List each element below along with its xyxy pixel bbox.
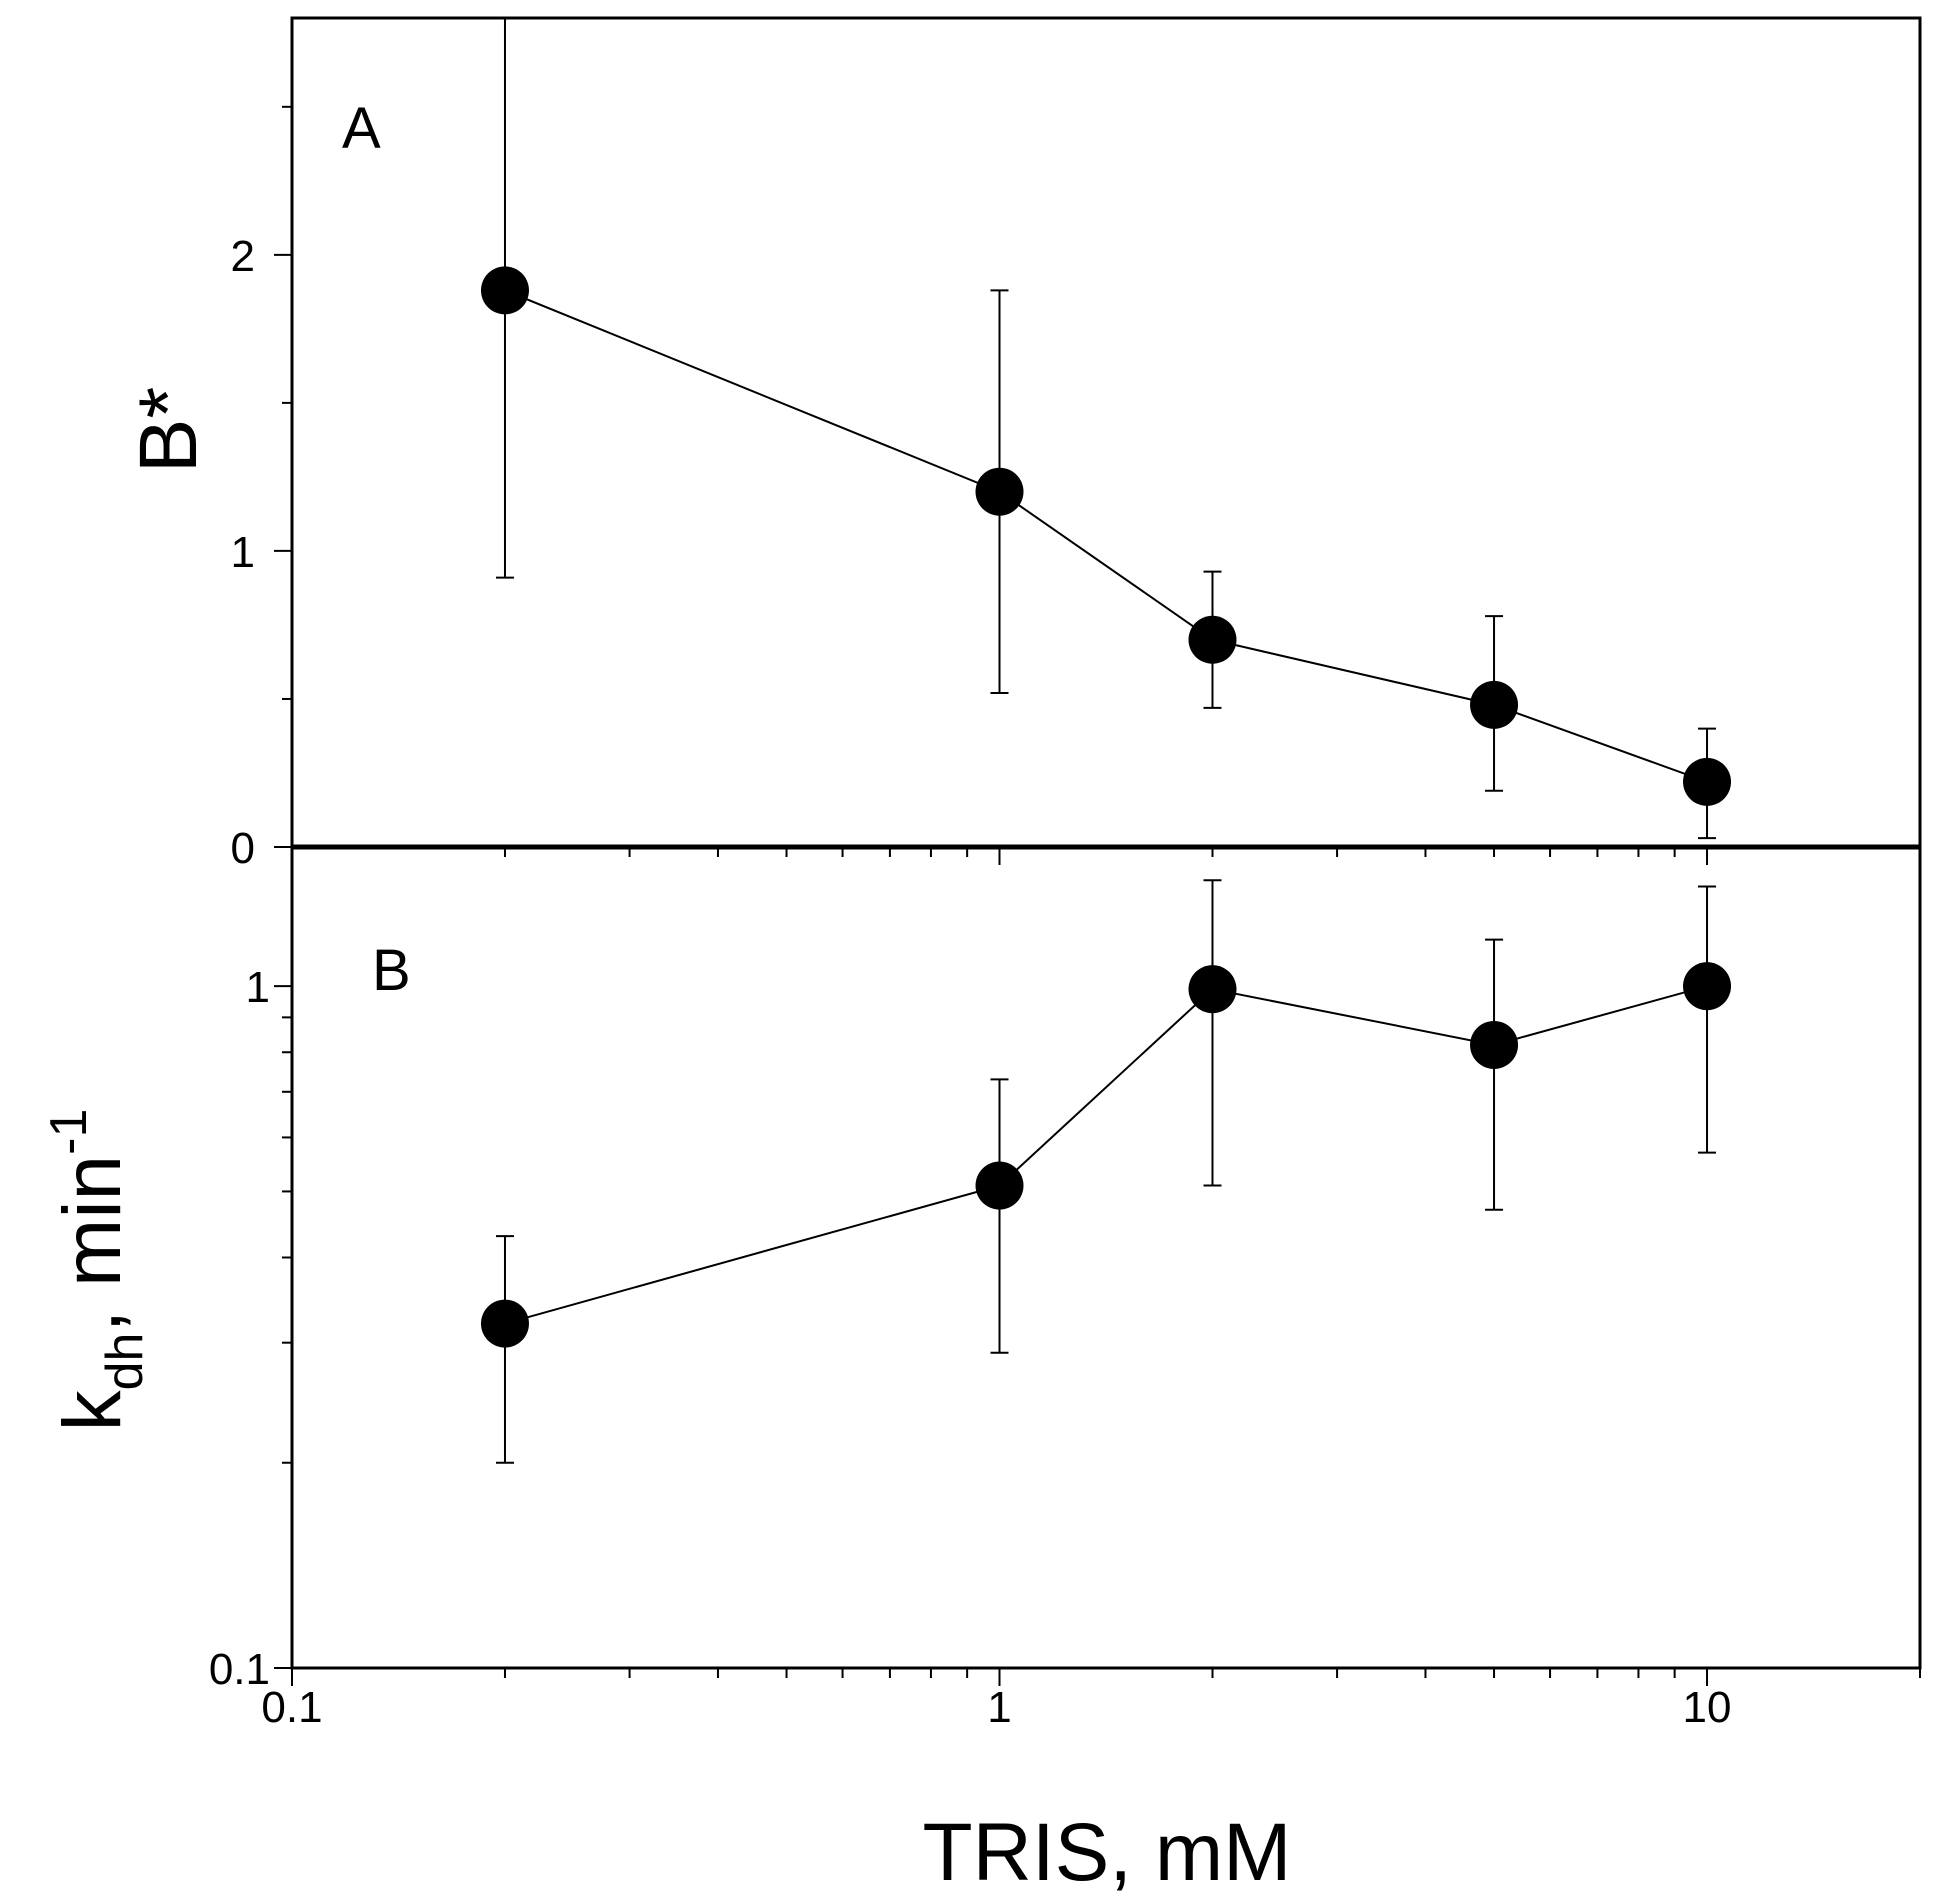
panel-a-frame [290, 16, 1922, 849]
panel-b-data-point [975, 1161, 1024, 1210]
y-tick-label: 1 [231, 528, 255, 577]
y-tick-label: 0.1 [209, 1645, 270, 1694]
y-axis-title-b-rest: , min [47, 1155, 138, 1333]
y-axis-title-b-main: k [47, 1389, 138, 1431]
panel-b-data-point [1470, 1020, 1519, 1069]
y-axis-title-b-sup: -1 [40, 1109, 98, 1155]
panel-b-frame [290, 845, 1922, 1670]
data-layer [480, 17, 1732, 1464]
panel-a-data-point [975, 467, 1024, 516]
axes-layer: 0.1 1 10 0 1 2 0.1 1 [209, 105, 1921, 1732]
x-tick-label: 0.1 [261, 1683, 322, 1732]
y-axis-title-a: B* [123, 387, 214, 474]
x-tick-label: 1 [987, 1683, 1011, 1732]
panel-a-data-point [1188, 615, 1237, 664]
y-axis-title-b-sub: dh [96, 1333, 154, 1391]
panel-b-data-point [480, 1299, 529, 1348]
panel-a-series-line [504, 289, 1708, 783]
y-tick-label: 2 [231, 232, 255, 281]
panel-a-data-point [1683, 757, 1732, 806]
y-tick-label: 1 [246, 963, 270, 1012]
x-axis-title: TRIS, mM [923, 1807, 1292, 1898]
panel-b-series-line [504, 985, 1708, 1325]
panel-a-data-point [1470, 680, 1519, 729]
x-tick-label: 10 [1683, 1683, 1732, 1732]
y-axis-title-b: kdh, min-1 [40, 1109, 154, 1432]
panel-b-data-point [1188, 965, 1237, 1014]
panel-a-data-point [480, 266, 529, 315]
panel-b-label: B [372, 938, 411, 1003]
panel-a-label: A [342, 96, 381, 161]
panel-b-data-point [1683, 962, 1732, 1011]
y-tick-label: 0 [231, 824, 255, 873]
